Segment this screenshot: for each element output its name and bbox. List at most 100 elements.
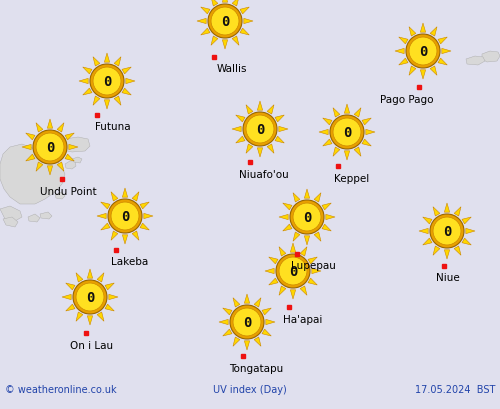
Polygon shape [293,193,300,202]
Circle shape [230,305,264,339]
Circle shape [93,68,121,96]
Polygon shape [111,231,118,240]
Text: 0: 0 [46,141,54,155]
Circle shape [246,116,274,144]
Polygon shape [65,162,76,170]
Circle shape [430,214,464,248]
Polygon shape [62,294,71,300]
Polygon shape [140,202,149,209]
Polygon shape [323,119,332,126]
Polygon shape [304,236,310,245]
Circle shape [293,204,321,231]
Polygon shape [144,214,153,219]
Polygon shape [420,71,426,80]
Circle shape [433,218,461,245]
Polygon shape [254,298,261,307]
Polygon shape [240,29,249,36]
Polygon shape [140,224,149,230]
Text: 0: 0 [343,126,351,139]
Polygon shape [438,59,447,66]
Polygon shape [300,247,307,256]
Polygon shape [55,193,65,200]
Polygon shape [36,162,43,172]
Polygon shape [97,312,104,321]
Polygon shape [354,108,361,118]
Polygon shape [244,19,253,25]
Circle shape [233,308,261,336]
Polygon shape [65,134,74,141]
Polygon shape [105,283,114,290]
Polygon shape [65,155,74,162]
Polygon shape [122,89,131,96]
Polygon shape [88,270,92,279]
Polygon shape [55,138,90,153]
Polygon shape [246,106,253,115]
Polygon shape [93,58,100,67]
Circle shape [243,113,277,147]
Polygon shape [442,49,451,54]
Polygon shape [399,38,408,45]
Polygon shape [283,225,292,231]
Polygon shape [244,341,250,350]
Polygon shape [223,308,232,315]
Polygon shape [97,273,104,282]
Text: 0: 0 [256,123,264,137]
Polygon shape [293,232,300,242]
Polygon shape [240,8,249,15]
Polygon shape [409,67,416,76]
Circle shape [333,119,361,146]
Polygon shape [28,214,40,222]
Text: 0: 0 [303,211,311,225]
Polygon shape [101,224,110,230]
Text: Wallis: Wallis [217,64,248,74]
Text: UV index (Day): UV index (Day) [213,384,287,394]
Text: Lupepau: Lupepau [290,261,336,270]
Polygon shape [236,137,245,144]
Polygon shape [66,283,75,290]
Polygon shape [438,38,447,45]
Polygon shape [279,286,286,296]
Polygon shape [283,204,292,210]
Polygon shape [312,269,321,274]
Polygon shape [232,0,239,7]
Polygon shape [258,148,262,157]
Polygon shape [409,28,416,37]
Text: Niuafo'ou: Niuafo'ou [239,170,289,180]
Circle shape [73,280,107,314]
Polygon shape [223,329,232,336]
Polygon shape [362,119,371,126]
Polygon shape [333,148,340,157]
Polygon shape [420,24,426,33]
Polygon shape [219,319,228,325]
Polygon shape [462,218,471,224]
Polygon shape [290,243,296,253]
Polygon shape [114,58,121,67]
Polygon shape [279,215,288,220]
Polygon shape [26,134,35,141]
Polygon shape [236,116,245,123]
Polygon shape [211,37,218,46]
Polygon shape [466,229,475,234]
Polygon shape [290,290,296,299]
Polygon shape [430,28,437,37]
Polygon shape [211,0,218,7]
Text: 0: 0 [419,45,427,59]
Circle shape [76,283,104,311]
Polygon shape [395,49,404,54]
Polygon shape [72,157,82,164]
Polygon shape [314,193,321,202]
Polygon shape [322,225,331,231]
Polygon shape [419,229,428,234]
Polygon shape [423,238,432,245]
Polygon shape [275,137,284,144]
Polygon shape [111,192,118,202]
Polygon shape [279,127,288,133]
Polygon shape [275,116,284,123]
Polygon shape [258,102,262,111]
Polygon shape [36,124,43,133]
Circle shape [276,254,310,288]
Polygon shape [444,250,450,259]
Polygon shape [304,189,310,199]
Text: 0: 0 [243,315,251,329]
Polygon shape [122,189,128,198]
